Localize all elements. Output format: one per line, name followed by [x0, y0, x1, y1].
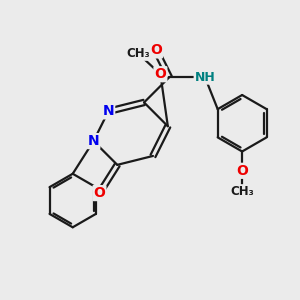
Text: O: O: [154, 67, 166, 81]
Text: CH₃: CH₃: [126, 47, 150, 60]
Text: O: O: [150, 44, 162, 57]
Text: CH₃: CH₃: [230, 185, 254, 198]
Text: NH: NH: [195, 71, 215, 84]
Text: O: O: [236, 164, 248, 178]
Text: N: N: [103, 104, 114, 118]
Text: O: O: [94, 186, 105, 200]
Text: N: N: [88, 134, 99, 148]
